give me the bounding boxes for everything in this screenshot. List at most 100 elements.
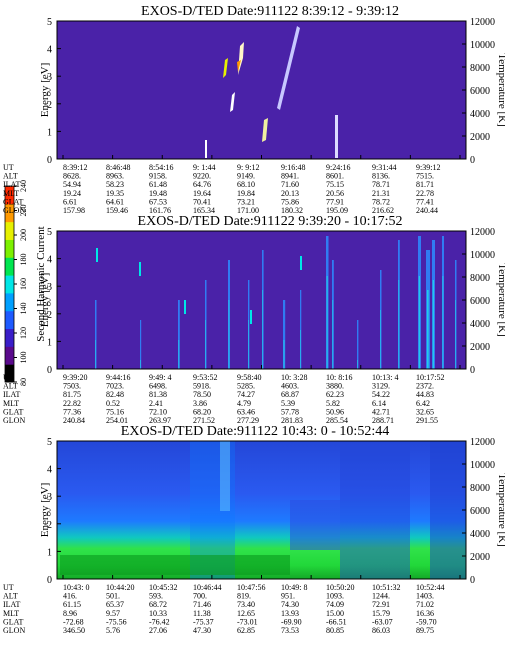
panel-3-band [290,500,340,550]
colorbar-tick-label: 200 [19,229,28,241]
orbit-cell: 8:54:16 [149,163,173,172]
colorbar: 80 100 120 140 160 180 200 220 240 Second Harmon… [4,180,47,386]
panel-1-spike [205,140,207,158]
orbit-cell: 291.55 [416,416,438,425]
panel-2-streak-core [300,330,301,369]
orbit-cell: -69.90 [281,617,302,626]
panel-3-band [220,441,230,511]
orbit-cell: 195.09 [326,206,348,215]
orbit-cell: 19.48 [149,189,167,198]
orbit-cell: 700. [193,592,207,601]
orbit-cell: 15.00 [326,609,344,618]
y-tick-label: 4 [47,255,52,266]
panel-2-spot [96,248,98,262]
panel-2-streak-core [432,280,434,369]
orbit-cell: 13.93 [281,609,299,618]
orbit-cell: 47.30 [193,626,211,635]
orbit-cell: 16.36 [416,609,434,618]
panel-2-streak-core [326,276,328,369]
panel-1-spike [223,58,228,78]
colorbar-tick-label: 80 [19,378,28,386]
orbit-cell: 8941. [281,172,299,181]
orbit-cell: 81.75 [63,390,81,399]
orbit-cell: 71.60 [281,180,299,189]
orbit-cell: 15.79 [372,609,390,618]
panel-1-spike [262,118,268,142]
orbit-cell: 9149. [237,172,255,181]
orbit-cell: -63.07 [372,617,393,626]
panel-1-spike [237,60,241,72]
orbit-row-label: MLT [3,189,19,198]
colorbar-cell [5,239,14,258]
orbit-cell: 10:43: 0 [63,583,89,592]
orbit-cell: 77.41 [416,197,434,206]
panel-2-streak-core [418,276,420,369]
orbit-cell: 61.48 [149,180,167,189]
colorbar-cell [5,203,14,223]
panel-2-streak-core [228,300,230,369]
orbit-cell: 58.23 [106,180,124,189]
orbit-cell: 254.01 [106,416,128,425]
orbit-cell: 9:44:16 [106,373,130,382]
panel-1: EXOS-D/TED Date:911122 8:39:12 - 9:39:12… [39,4,505,166]
y2-tick-label: 2000 [470,132,490,143]
orbit-cell: 9: 1:44 [193,163,215,172]
orbit-cell: 9: 9:12 [237,163,259,172]
orbit-cell: 10:46:44 [193,583,221,592]
orbit-cell: 10: 3:28 [281,373,307,382]
orbit-cell: 285.54 [326,416,348,425]
orbit-row-label: MLT [3,609,19,618]
orbit-cell: 50.96 [326,407,344,416]
y2-tick-label: 8000 [470,483,490,494]
orbit-row-label: ILAT [3,600,20,609]
y2-tick-label: 8000 [470,63,490,74]
panel-2-streak-core [332,300,334,369]
orbit-cell: 165.34 [193,206,215,215]
orbit-cell: 10:49: 8 [281,583,307,592]
y2-tick-label: 6000 [470,296,490,307]
panel-2-streak-core [178,340,180,369]
orbit-cell: 216.62 [372,206,394,215]
orbit-cell: 64.76 [193,180,211,189]
colorbar-tick-label: 140 [19,303,28,315]
orbit-cell: 819. [237,592,251,601]
panel-2-streak-core [140,360,141,369]
orbit-cell: 75.15 [326,180,344,189]
orbit-cell: 7023. [106,382,124,391]
orbit-cell: 54.22 [372,390,390,399]
colorbar-tick-label: 120 [19,327,28,339]
orbit-cell: 1244. [372,592,390,601]
orbit-cell: 3129. [372,382,390,391]
orbit-row-label: GLAT [3,197,24,206]
orbit-cell: 71.46 [193,600,211,609]
orbit-cell: 61.15 [63,600,81,609]
orbit-row-label: ALT [3,592,18,601]
y-tick-label: 0 [47,365,52,376]
y-tick-label: 4 [47,465,52,476]
panel-3-title: EXOS-D/TED Date:911122 10:43: 0 - 10:52:… [121,424,389,439]
y2-axis-label: Temperature [K] [496,473,505,546]
colorbar-cell [5,257,14,276]
orbit-cell: 159.46 [106,206,128,215]
panel-2-title: EXOS-D/TED Date:911122 9:39:20 - 10:17:5… [138,214,403,229]
colorbar-cell [5,346,14,365]
panel-3-band [430,441,466,579]
orbit-cell: 8:46:48 [106,163,130,172]
y-tick-label: 0 [47,575,52,586]
orbit-cell: 11.38 [193,609,211,618]
y2-tick-label: 6000 [470,506,490,517]
orbit-cell: 346.50 [63,626,85,635]
y2-tick-label: 12000 [470,227,495,238]
y2-tick-label: 12000 [470,437,495,448]
y-tick-label: 5 [47,437,52,448]
orbit-cell: 6.14 [372,399,386,408]
orbit-row-label: ALT [3,172,18,181]
orbit-cell: 73.21 [237,197,255,206]
orbit-cell: -72.68 [63,617,84,626]
orbit-cell: 19.84 [237,189,255,198]
y2-tick-label: 6000 [470,86,490,97]
panel-3-band [340,441,410,579]
orbit-cell: 1093. [326,592,344,601]
orbit-cell: 68.10 [237,180,255,189]
orbit-cell: 1403. [416,592,434,601]
